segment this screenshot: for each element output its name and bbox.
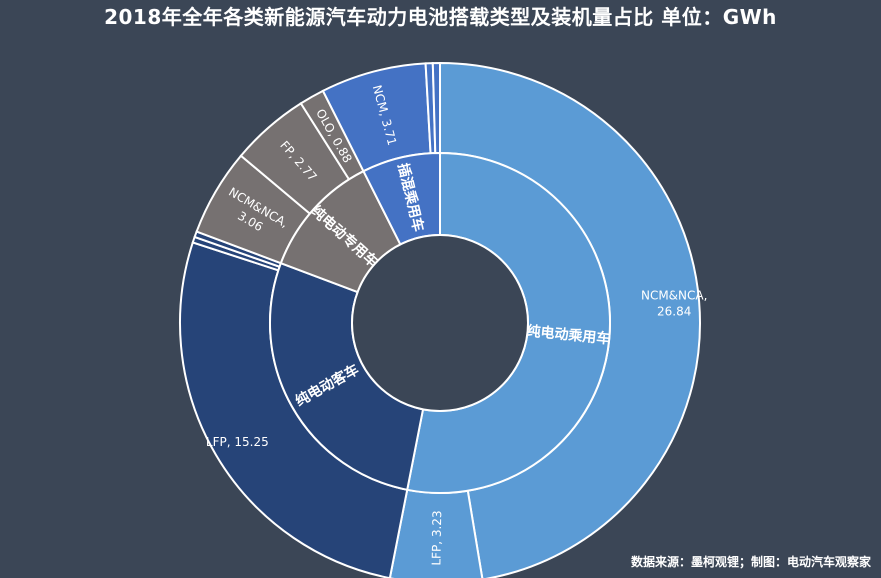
- data-source-note: 数据来源：墨柯观锂；制图：电动汽车观察家: [630, 555, 871, 569]
- outer-label-lfp-2: LFP, 15.25: [206, 435, 269, 449]
- outer-label-lfp-1: LFP, 3.23: [429, 510, 444, 565]
- center-hole: [351, 234, 529, 412]
- inner-ring: [269, 151, 611, 494]
- outer-label-ncm-nca-0: NCM&NCA, 26.84: [641, 289, 707, 319]
- chart-title: 2018年全年各类新能源汽车动力电池搭载类型及装机量占比 单位：GWh: [104, 5, 777, 29]
